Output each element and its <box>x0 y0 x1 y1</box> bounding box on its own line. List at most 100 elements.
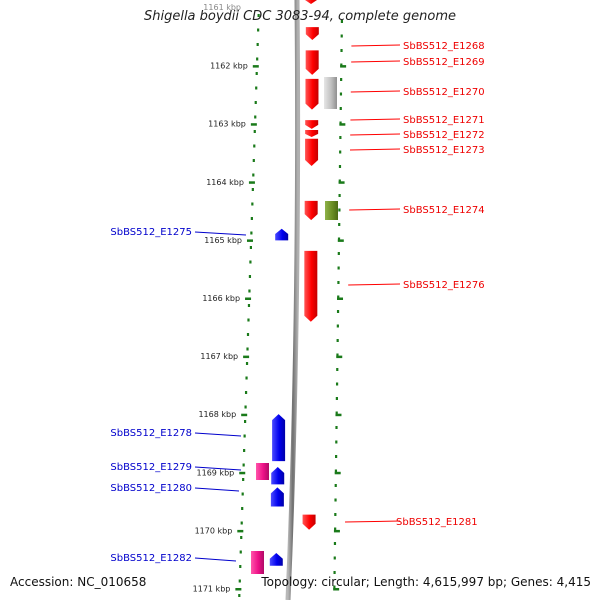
scale-tick-left <box>235 588 242 591</box>
scale-dot <box>338 223 341 226</box>
scale-dot <box>336 368 339 371</box>
gene-label-forward: SbBS512_E1268 <box>403 41 485 52</box>
label-leader-line <box>349 208 401 211</box>
scale-tick-label-top: 1161 kbp <box>203 3 241 12</box>
gene-label-forward: SbBS512_E1272 <box>403 130 485 141</box>
scale-dot <box>337 295 340 299</box>
scale-dot <box>336 324 339 328</box>
label-leader-line <box>351 44 401 47</box>
gene-arrow-reverse <box>272 414 286 462</box>
scale-dot <box>335 397 338 400</box>
misc-feature-olive <box>325 201 338 220</box>
scale-tick-label: 1162 kbp <box>210 62 248 71</box>
scale-dot <box>241 492 244 496</box>
scale-tick-left <box>248 181 255 184</box>
scale-dot <box>335 440 338 444</box>
scale-dot <box>238 594 241 597</box>
scale-dot <box>337 266 340 270</box>
misc-feature-grey <box>324 77 337 109</box>
label-leader-line <box>349 148 401 151</box>
scale-dot <box>340 78 343 81</box>
scale-dot <box>256 57 259 61</box>
label-leader-line <box>194 487 240 492</box>
scale-tick-label: 1163 kbp <box>208 120 246 129</box>
scale-tick-left <box>250 123 257 126</box>
scale-tick-left <box>245 297 252 300</box>
scale-dot <box>246 347 249 351</box>
scale-dot <box>334 498 337 502</box>
scale-dot <box>337 281 340 284</box>
scale-dots-left <box>238 14 260 597</box>
scale-dot <box>254 115 257 119</box>
scale-dot <box>335 411 338 415</box>
gene-features <box>251 0 338 574</box>
gene-arrow-reverse <box>269 552 283 566</box>
gene-label-forward: SbBS512_E1274 <box>403 205 485 216</box>
gene-label-reverse: SbBS512_E1280 <box>110 483 192 494</box>
scale-dot <box>255 72 258 75</box>
scale-dot <box>333 585 336 589</box>
scale-dot <box>250 217 253 220</box>
scale-tick-right <box>338 181 345 184</box>
label-leader-line <box>350 90 401 93</box>
scale-dot <box>339 92 343 96</box>
scale-tick-label: 1169 kbp <box>197 468 235 477</box>
scale-dot <box>257 28 260 32</box>
gene-arrow-reverse <box>271 466 285 485</box>
scale-dot <box>337 237 341 241</box>
gene-arrow-forward <box>302 514 316 530</box>
scale-tick-label: 1167 kbp <box>200 352 238 361</box>
gene-arrow-reverse <box>275 228 289 241</box>
gene-label-reverse: SbBS512_E1278 <box>110 428 192 439</box>
scale-dot <box>339 107 342 110</box>
scale-tick-right <box>340 65 347 68</box>
scale-dot <box>334 469 338 473</box>
scale-dot <box>245 362 249 365</box>
scale-dot <box>251 202 254 206</box>
scale-dot <box>250 231 253 235</box>
gene-arrow-forward <box>305 27 319 40</box>
scale-dot <box>333 556 336 560</box>
scale-tick-label: 1171 kbp <box>193 585 231 594</box>
scale-tick-left <box>252 65 259 68</box>
gene-labels: SbBS512_E1268 SbBS512_E1269 SbBS512_E1270 S… <box>110 41 484 564</box>
scale-dot <box>335 382 339 386</box>
scale-dot <box>248 289 251 293</box>
gene-arrow-forward <box>304 250 318 322</box>
scale-dot <box>248 275 252 278</box>
scale-dot <box>243 434 246 438</box>
scale-dot <box>339 150 342 154</box>
gene-arrow-forward-partial <box>305 0 317 4</box>
scale-dot <box>238 579 241 583</box>
gene-label-forward: SbBS512_E1270 <box>403 87 485 98</box>
gene-label-reverse: SbBS512_E1282 <box>110 553 192 564</box>
rna-gene-1 <box>256 463 269 480</box>
scale-dot <box>239 565 242 568</box>
gene-label-reverse: SbBS512_E1275 <box>110 227 192 238</box>
scale-tick-left <box>237 529 244 533</box>
gene-arrow-forward <box>305 78 319 110</box>
gene-arrow-forward <box>304 200 318 221</box>
label-leader-line <box>351 60 401 63</box>
scale-tick-left <box>239 471 246 475</box>
gene-label-forward: SbBS512_E1276 <box>403 280 485 291</box>
scale-dot <box>249 260 252 264</box>
gene-label-forward: SbBS512_E1281 <box>396 517 478 528</box>
scale-dot <box>254 101 257 104</box>
label-leader-line <box>348 283 401 286</box>
gene-arrow-forward <box>305 138 319 167</box>
scale-dot <box>338 194 341 197</box>
rna-gene-2 <box>251 551 264 574</box>
scale-dot <box>251 188 254 191</box>
scale-tick-right <box>334 471 341 475</box>
scale-dot <box>336 310 340 313</box>
scale-dot <box>333 542 337 545</box>
scale-tick-right <box>333 588 340 591</box>
scale-dot <box>256 43 259 46</box>
scale-tick-label: 1166 kbp <box>202 294 240 303</box>
scale-dot <box>252 173 255 177</box>
scale-tick-right <box>337 297 344 300</box>
scale-dot <box>253 130 256 133</box>
